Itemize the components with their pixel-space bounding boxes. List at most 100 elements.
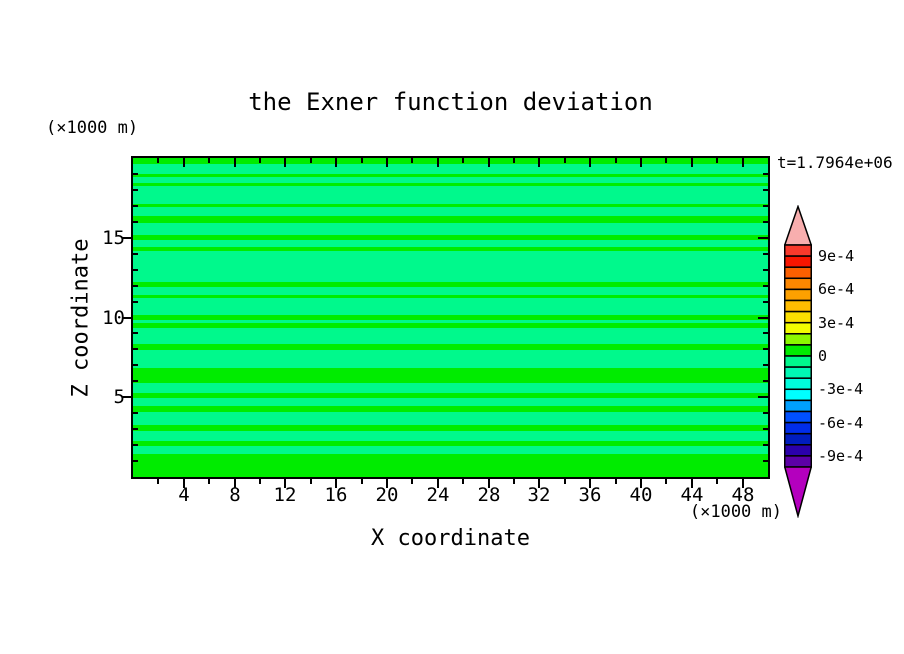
- z-major-tick-right: [758, 317, 768, 319]
- x-minor-tick-bottom: [564, 479, 566, 484]
- tone-band-positive: [133, 281, 768, 287]
- tone-band-positive: [133, 367, 768, 384]
- z-minor-tick-left: [133, 221, 138, 223]
- tone-band-positive: [133, 182, 768, 186]
- tone-band-positive: [133, 295, 768, 299]
- tone-band-positive: [133, 315, 768, 321]
- colorbar-tick-label: -9e-4: [818, 446, 864, 465]
- colorbar-segment: [784, 344, 812, 357]
- z-major-tick-left: [122, 396, 131, 398]
- x-minor-tick-bottom: [716, 479, 718, 484]
- z-axis-title: Z coordinate: [68, 238, 94, 398]
- time-annotation: t=1.7964e+06: [777, 153, 893, 172]
- tone-band-positive: [133, 406, 768, 413]
- x-tick-label: 32: [527, 484, 551, 506]
- colorbar-segment: [784, 410, 812, 424]
- tone-band-positive: [133, 323, 768, 328]
- x-tick-label: 12: [273, 484, 297, 506]
- tone-band-positive: [133, 441, 768, 446]
- colorbar-segment: [784, 244, 812, 257]
- colorbar-segment: [784, 266, 812, 280]
- colorbar-segment: [784, 333, 812, 346]
- z-minor-tick-right: [763, 189, 768, 191]
- x-minor-tick-bottom: [665, 479, 667, 484]
- x-minor-tick-bottom: [361, 479, 363, 484]
- x-major-tick-top: [183, 158, 185, 167]
- x-major-tick-bottom: [589, 479, 591, 488]
- x-major-tick-top: [691, 158, 693, 167]
- z-minor-tick-right: [763, 348, 768, 350]
- colorbar-tick-label: -3e-4: [818, 380, 864, 399]
- z-minor-tick-right: [763, 269, 768, 271]
- colorbar-tick-label: 6e-4: [818, 280, 855, 299]
- x-minor-tick-top: [411, 158, 413, 163]
- x-major-tick-top: [284, 158, 286, 167]
- tone-band-positive: [133, 343, 768, 350]
- x-major-tick-top: [335, 158, 337, 167]
- colorbar-segment: [784, 321, 812, 335]
- x-axis-unit-label: (×1000 m): [689, 502, 782, 522]
- x-axis-title: X coordinate: [371, 526, 530, 551]
- x-major-tick-bottom: [742, 479, 744, 488]
- x-tick-label: 48: [731, 484, 755, 506]
- x-major-tick-top: [386, 158, 388, 167]
- z-minor-tick-right: [763, 332, 768, 334]
- tone-band-positive: [133, 425, 768, 432]
- colorbar-segment: [784, 255, 812, 268]
- z-minor-tick-right: [763, 412, 768, 414]
- colorbar-under-arrow: [784, 466, 812, 518]
- tone-band-positive: [133, 204, 768, 208]
- x-major-tick-bottom: [538, 479, 540, 488]
- colorbar-segment: [784, 388, 812, 402]
- tone-band-positive: [133, 235, 768, 240]
- z-minor-tick-right: [763, 428, 768, 430]
- colorbar-tick-label: 0: [818, 347, 828, 365]
- x-minor-tick-bottom: [411, 479, 413, 484]
- x-major-tick-top: [742, 158, 744, 167]
- z-minor-tick-left: [133, 269, 138, 271]
- tone-band-positive: [133, 393, 768, 398]
- chart-title: the Exner function deviation: [248, 88, 653, 116]
- colorbar-svg: [784, 205, 812, 518]
- x-tick-label: 36: [578, 484, 602, 506]
- colorbar-segment: [784, 399, 812, 413]
- x-major-tick-top: [589, 158, 591, 167]
- x-minor-tick-top: [208, 158, 210, 163]
- x-tick-label: 20: [375, 484, 399, 506]
- colorbar-tick-label: 9e-4: [818, 247, 855, 266]
- z-minor-tick-right: [763, 173, 768, 175]
- x-major-tick-top: [234, 158, 236, 167]
- z-minor-tick-left: [133, 301, 138, 303]
- tone-band-positive: [133, 158, 768, 165]
- x-tick-label: 16: [324, 484, 348, 506]
- x-minor-tick-top: [513, 158, 515, 163]
- colorbar-segment: [784, 277, 812, 291]
- x-minor-tick-bottom: [310, 479, 312, 484]
- colorbar-segment: [784, 432, 812, 446]
- x-major-tick-top: [488, 158, 490, 167]
- z-major-tick-left: [122, 317, 131, 319]
- colorbar-segment: [784, 421, 812, 435]
- colorbar-segment: [784, 444, 812, 457]
- z-minor-tick-left: [133, 253, 138, 255]
- z-major-tick-right: [758, 237, 768, 239]
- z-minor-tick-right: [763, 380, 768, 382]
- x-minor-tick-top: [564, 158, 566, 163]
- x-major-tick-top: [538, 158, 540, 167]
- z-minor-tick-left: [133, 380, 138, 382]
- z-tick-label: 5: [113, 386, 125, 408]
- colorbar-tick-label: -6e-4: [818, 413, 864, 432]
- z-minor-tick-left: [133, 460, 138, 462]
- colorbar-over-arrow: [784, 205, 812, 246]
- x-major-tick-top: [437, 158, 439, 167]
- z-minor-tick-left: [133, 444, 138, 446]
- x-major-tick-bottom: [488, 479, 490, 488]
- x-major-tick-bottom: [284, 479, 286, 488]
- z-minor-tick-left: [133, 348, 138, 350]
- tone-band-positive: [133, 453, 768, 478]
- tone-band-positive: [133, 173, 768, 177]
- x-minor-tick-bottom: [513, 479, 515, 484]
- x-tick-label: 24: [426, 484, 450, 506]
- x-major-tick-bottom: [691, 479, 693, 488]
- colorbar-segment: [784, 355, 812, 368]
